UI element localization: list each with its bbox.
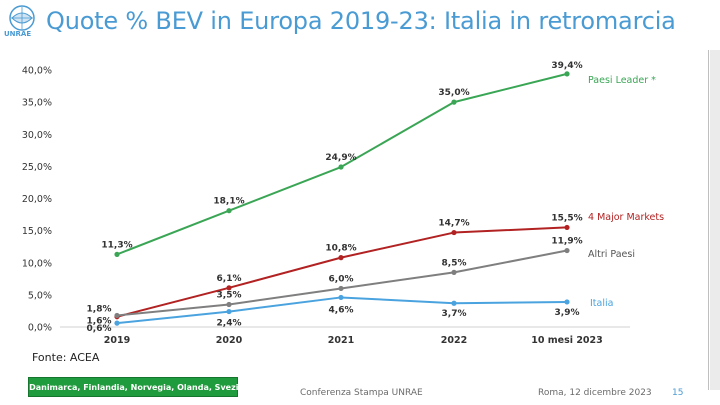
data-label: 6,1%: [217, 274, 242, 284]
x-tick-label: 2021: [328, 335, 354, 346]
data-label: 8,5%: [442, 258, 467, 268]
data-point: [451, 229, 457, 236]
data-label: 0,6%: [87, 324, 112, 334]
footer-event: Conferenza Stampa UNRAE: [300, 388, 423, 398]
data-label: 11,3%: [101, 240, 132, 250]
data-point: [564, 299, 570, 305]
data-label: 14,7%: [438, 219, 469, 229]
legend-entry: Paesi Leader *: [588, 75, 656, 86]
data-label: 18,1%: [213, 197, 244, 207]
data-label: 1,6%: [87, 317, 112, 327]
data-point: [451, 269, 457, 275]
source-note: Fonte: ACEA: [32, 351, 100, 364]
data-label: 3,5%: [217, 291, 242, 301]
legend-entry: Italia: [590, 298, 613, 309]
series-line-paesi-leader-: [116, 72, 568, 256]
data-label: 11,9%: [551, 237, 582, 247]
data-point: [338, 294, 344, 301]
data-label: 6,0%: [329, 274, 354, 284]
data-label: 10,8%: [325, 244, 356, 254]
data-label: 3,9%: [555, 308, 580, 318]
x-tick-label: 10 mesi 2023: [531, 335, 603, 346]
footnote-box: * Danimarca, Finlandia, Norvegia, Olanda…: [22, 377, 244, 397]
y-tick-label: 25,0%: [22, 162, 52, 173]
footer-date: Roma, 12 dicembre 2023: [538, 388, 652, 398]
data-point: [564, 71, 570, 77]
data-label: 4,6%: [329, 305, 354, 315]
data-point: [338, 164, 344, 170]
data-point: [226, 308, 232, 315]
y-tick-label: 35,0%: [22, 98, 52, 109]
data-point: [226, 285, 232, 291]
data-point: [338, 255, 344, 261]
data-point: [451, 300, 457, 306]
data-label: 1,8%: [87, 304, 112, 314]
logo-text: UNRAE: [4, 30, 32, 38]
data-label: 24,9%: [325, 153, 356, 163]
data-label: 15,5%: [551, 213, 582, 223]
y-tick-label: 30,0%: [22, 130, 52, 141]
y-tick-label: 5,0%: [28, 290, 52, 301]
data-label: 35,0%: [438, 88, 469, 98]
y-tick-label: 15,0%: [22, 226, 52, 237]
legend-entry: 4 Major Markets: [588, 212, 664, 223]
data-label: 2,4%: [217, 319, 242, 329]
x-tick-label: 2020: [216, 335, 243, 346]
data-point: [564, 224, 570, 231]
data-point: [451, 99, 457, 105]
data-label: 39,4%: [551, 61, 582, 71]
data-point: [564, 247, 570, 254]
x-tick-label: 2019: [104, 335, 130, 346]
data-point: [338, 285, 344, 292]
y-tick-label: 40,0%: [22, 66, 52, 77]
legend-entry: Altri Paesi: [588, 249, 635, 260]
y-tick-label: 20,0%: [22, 194, 52, 205]
data-point: [114, 312, 120, 319]
right-bar: [710, 50, 720, 390]
unrae-logo-icon: [9, 5, 35, 31]
data-point: [226, 301, 232, 308]
page-number: 15: [672, 388, 684, 398]
data-point: [226, 208, 232, 214]
data-point: [114, 320, 120, 326]
y-tick-label: 0,0%: [28, 323, 52, 334]
page-title: Quote % BEV in Europa 2019-23: Italia in…: [46, 7, 676, 35]
x-tick-label: 2022: [441, 335, 467, 346]
y-tick-label: 10,0%: [22, 258, 52, 269]
data-label: 3,7%: [442, 309, 467, 319]
right-rule: [708, 50, 709, 390]
data-point: [114, 251, 120, 257]
